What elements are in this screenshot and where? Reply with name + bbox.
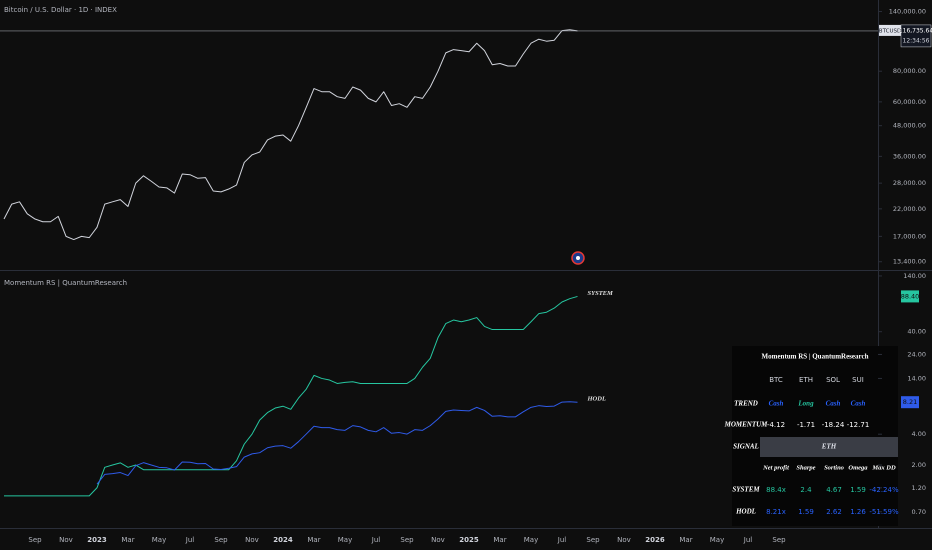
y-tick-label: 1.20 bbox=[912, 484, 926, 492]
x-tick-label: Nov bbox=[245, 536, 259, 544]
y-tick-label: 13,400.00 bbox=[893, 258, 926, 266]
table-cell: Cash bbox=[769, 400, 784, 408]
y-tick-label: 140,000.00 bbox=[889, 8, 926, 16]
table-cell: 2.62 bbox=[826, 508, 842, 516]
table-cell: 1.59 bbox=[798, 508, 814, 516]
x-tick-label: Nov bbox=[431, 536, 445, 544]
y-tick-label: 48,000.00 bbox=[893, 122, 926, 130]
table-column-header: SUI bbox=[852, 376, 864, 384]
x-tick-label: 2025 bbox=[459, 536, 479, 544]
y-tick-label: 22,000.00 bbox=[893, 205, 926, 213]
y-tick-label: 40.00 bbox=[907, 328, 926, 336]
table-metric-header: Sharpe bbox=[796, 464, 815, 471]
table-column-header: BTC bbox=[769, 376, 783, 384]
value-tag-label: 88.40 bbox=[901, 292, 920, 300]
y-tick-label: 28,000.00 bbox=[893, 179, 926, 187]
value-tag bbox=[901, 290, 919, 303]
table-cell: -18.24 bbox=[822, 421, 845, 429]
table-cell: -1.71 bbox=[797, 421, 815, 429]
price-tag bbox=[900, 24, 932, 48]
table-cell: 1.59 bbox=[850, 486, 866, 494]
table-cell: 8.21x bbox=[766, 508, 786, 516]
table-cell: Cash bbox=[851, 400, 866, 408]
x-tick-label: Mar bbox=[121, 536, 134, 544]
y-tick-label: 60,000.00 bbox=[893, 98, 926, 106]
y-tick-label: 4.00 bbox=[912, 430, 926, 438]
table-cell: -51.59% bbox=[869, 508, 899, 516]
series-line bbox=[96, 401, 578, 485]
table-cell: Long bbox=[797, 400, 814, 408]
table-row-label: TREND bbox=[734, 400, 758, 408]
x-tick-label: May bbox=[338, 536, 352, 544]
table-cell: 1.26 bbox=[850, 508, 866, 516]
x-tick-label: Sep bbox=[400, 536, 414, 544]
stats-table-bg bbox=[732, 346, 898, 526]
x-tick-label: Mar bbox=[493, 536, 506, 544]
signal-box bbox=[760, 437, 898, 457]
x-tick-label: Jul bbox=[371, 536, 381, 544]
table-metric-header: Max DD bbox=[871, 464, 896, 471]
x-tick-label: May bbox=[524, 536, 538, 544]
x-tick-label: Sep bbox=[586, 536, 600, 544]
table-cell: -12.71 bbox=[847, 421, 870, 429]
table-title: Momentum RS | QuantumResearch bbox=[762, 353, 869, 361]
y-tick-label: 17,000.00 bbox=[893, 232, 926, 240]
series-name: SYSTEM bbox=[588, 290, 614, 297]
series-line bbox=[3, 29, 578, 241]
series-name: HODL bbox=[587, 396, 606, 403]
pane-title: Momentum RS | QuantumResearch bbox=[4, 279, 127, 287]
table-cell: ETH bbox=[821, 443, 837, 451]
price-tag-label: 116,735.64 bbox=[899, 27, 932, 34]
x-tick-label: Sep bbox=[214, 536, 228, 544]
table-cell: -4.12 bbox=[767, 421, 785, 429]
x-tick-label: Sep bbox=[772, 536, 786, 544]
x-tick-label: Sep bbox=[28, 536, 42, 544]
y-tick-label: 80,000.00 bbox=[893, 67, 926, 75]
y-tick-label: 2.00 bbox=[912, 461, 926, 469]
table-row-label: SYSTEM bbox=[732, 486, 760, 494]
y-tick-label: 36,000.00 bbox=[893, 152, 926, 160]
table-cell: 88.4x bbox=[766, 486, 786, 494]
logo bbox=[571, 251, 585, 265]
x-tick-label: 2023 bbox=[87, 536, 107, 544]
value-tag-label: 8.21 bbox=[903, 398, 917, 406]
x-tick-label: 2026 bbox=[645, 536, 665, 544]
table-row-label: MOMENTUM bbox=[724, 421, 769, 429]
x-tick-label: Jul bbox=[557, 536, 567, 544]
value-tag bbox=[901, 396, 919, 409]
table-metric-header: Net profit bbox=[762, 464, 789, 471]
table-cell: Cash bbox=[826, 400, 841, 408]
x-tick-label: Nov bbox=[617, 536, 631, 544]
x-tick-label: Jul bbox=[185, 536, 195, 544]
x-tick-label: Nov bbox=[59, 536, 73, 544]
symbol-tag bbox=[879, 24, 901, 36]
table-column-header: SOL bbox=[826, 376, 840, 384]
y-tick-label: 14.00 bbox=[907, 374, 926, 382]
table-cell: 4.67 bbox=[826, 486, 842, 494]
table-metric-header: Sortino bbox=[824, 464, 845, 471]
y-tick-label: 0.70 bbox=[912, 508, 926, 516]
x-tick-label: 2024 bbox=[273, 536, 293, 544]
table-metric-header: Omega bbox=[848, 464, 868, 471]
table-column-header: ETH bbox=[799, 376, 813, 384]
x-tick-label: May bbox=[710, 536, 724, 544]
x-tick-label: Mar bbox=[679, 536, 692, 544]
x-tick-label: Jul bbox=[743, 536, 753, 544]
symbol-tag-label: BTCUSD bbox=[879, 28, 901, 34]
x-tick-label: Mar bbox=[307, 536, 320, 544]
countdown: 12:34:56 bbox=[903, 37, 930, 44]
table-cell: -42.24% bbox=[869, 486, 899, 494]
pane-title: Bitcoin / U.S. Dollar · 1D · INDEX bbox=[4, 6, 117, 14]
table-row-label: HODL bbox=[735, 508, 756, 516]
table-row-label: SIGNAL bbox=[733, 443, 759, 451]
y-tick-label: 140.00 bbox=[903, 272, 926, 280]
table-cell: 2.4 bbox=[800, 486, 812, 494]
x-tick-label: May bbox=[152, 536, 166, 544]
y-tick-label: 24.00 bbox=[907, 350, 926, 358]
